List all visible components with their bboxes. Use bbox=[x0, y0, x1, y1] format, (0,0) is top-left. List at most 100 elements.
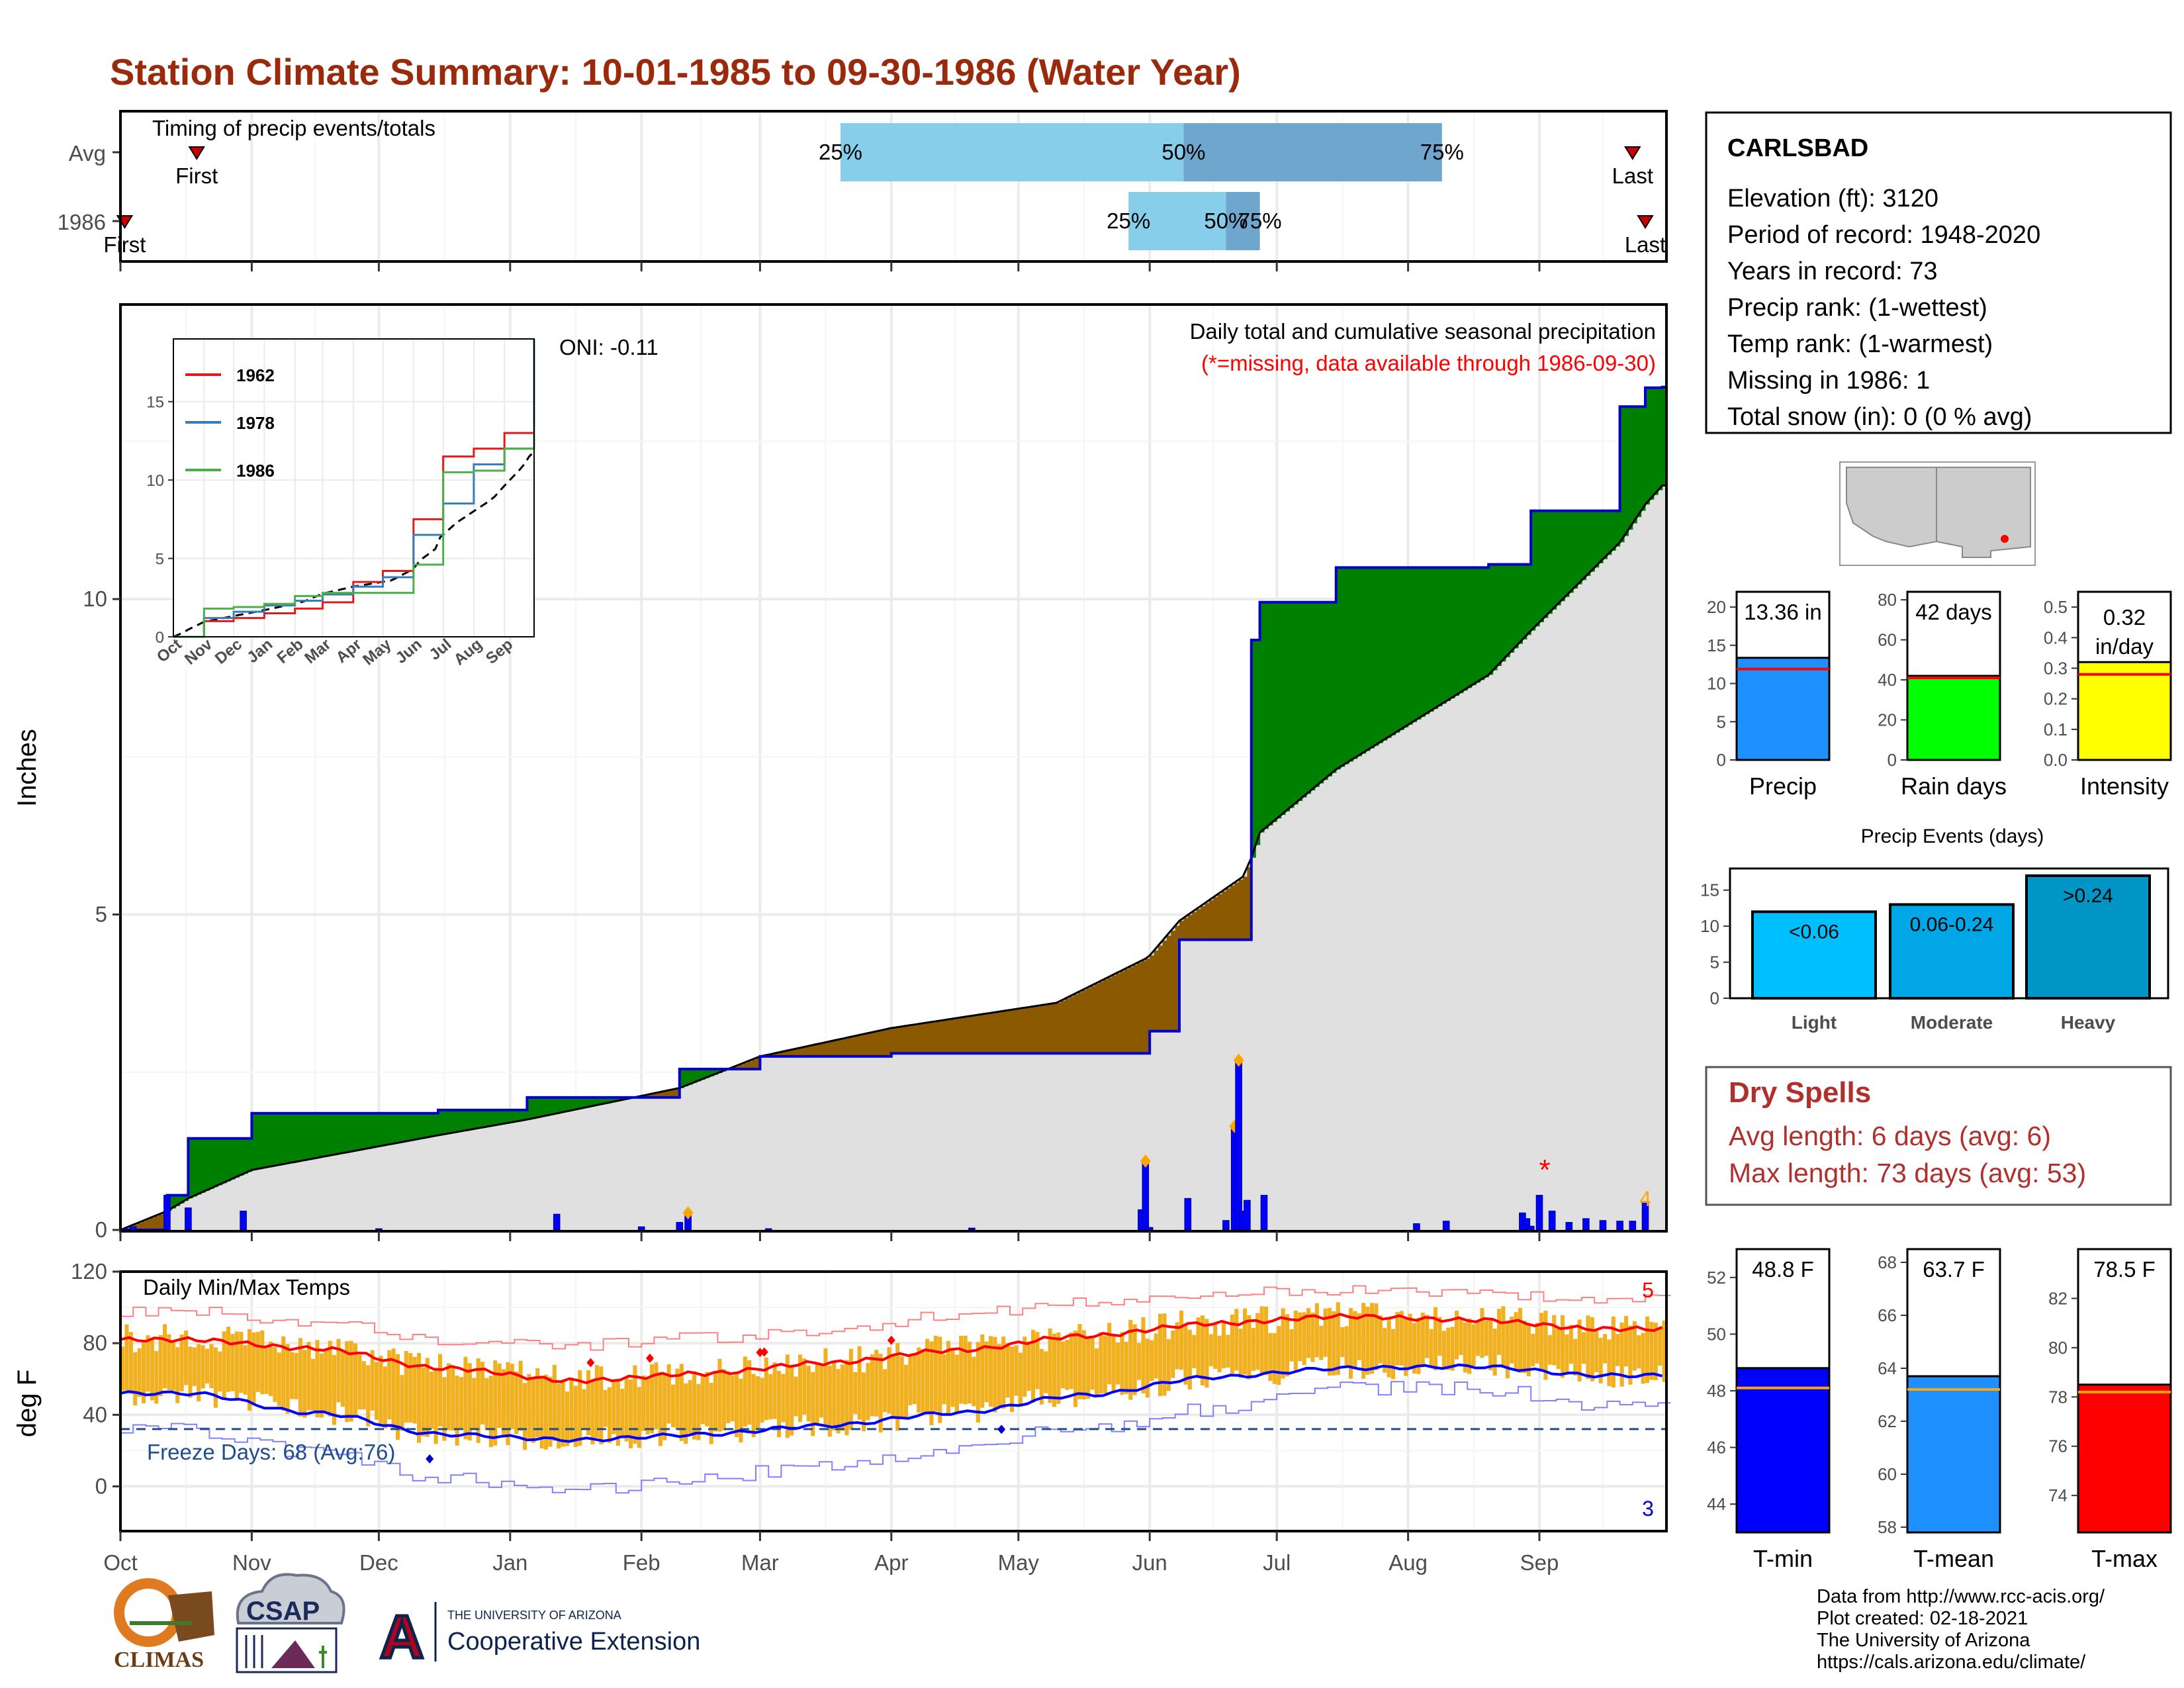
daily-temp-bar bbox=[412, 1356, 417, 1424]
temp-plot bbox=[120, 1285, 1671, 1494]
daily-temp-bar bbox=[1391, 1329, 1396, 1380]
daily-temp-bar bbox=[192, 1347, 197, 1386]
precip-departure-slice bbox=[1450, 567, 1455, 699]
daily-temp-bar bbox=[688, 1380, 692, 1434]
precip-departure-slice bbox=[1459, 567, 1464, 694]
daily-temp-bar bbox=[629, 1379, 633, 1448]
daily-temp-bar bbox=[1420, 1312, 1425, 1368]
daily-temp-bar bbox=[1226, 1335, 1230, 1368]
month-label-dec: Dec bbox=[359, 1550, 398, 1575]
precip-departure-slice bbox=[239, 1138, 244, 1176]
precip-departure-slice bbox=[544, 1097, 549, 1116]
daily-temp-bar bbox=[324, 1349, 328, 1414]
precip-departure-slice bbox=[1179, 921, 1184, 940]
daily-temp-bar bbox=[1573, 1338, 1578, 1376]
temp-t-min-tick-label: 44 bbox=[1707, 1494, 1726, 1514]
daily-temp-bar bbox=[531, 1378, 535, 1443]
daily-temp-bar bbox=[1603, 1334, 1608, 1364]
record-precip-marker-icon bbox=[682, 1206, 694, 1220]
inset-y-tick-label: 15 bbox=[146, 394, 164, 412]
daily-precip-bar bbox=[676, 1222, 684, 1231]
precip-departure-slice bbox=[650, 1094, 655, 1098]
daily-temp-bar bbox=[319, 1353, 324, 1418]
month-label-aug: Aug bbox=[1388, 1550, 1428, 1575]
daily-precip-bar bbox=[1260, 1195, 1268, 1231]
precip-departure-slice bbox=[857, 1035, 862, 1056]
precip-departure-slice bbox=[400, 1113, 405, 1143]
precip-departure-slice bbox=[942, 1020, 947, 1054]
daily-temp-bar bbox=[1201, 1315, 1205, 1385]
precip-departure-slice bbox=[391, 1113, 396, 1145]
daily-temp-bar bbox=[1399, 1311, 1404, 1366]
daily-temp-bar bbox=[1205, 1319, 1209, 1388]
daily-temp-bar bbox=[921, 1349, 925, 1413]
dry-spells-avg-line: Avg length: 6 days (avg: 6) bbox=[1729, 1121, 2051, 1151]
summary-rain-days-value-text: 42 days bbox=[1915, 600, 1992, 624]
daily-temp-bar bbox=[544, 1374, 549, 1450]
daily-temp-bar bbox=[942, 1354, 946, 1405]
climas-map-icon bbox=[168, 1591, 214, 1642]
precip-departure-slice bbox=[968, 1016, 972, 1054]
daily-temp-bar bbox=[1183, 1325, 1188, 1385]
daily-temp-bar bbox=[1179, 1311, 1184, 1370]
daily-temp-bar bbox=[1510, 1317, 1514, 1364]
daily-temp-bar bbox=[1357, 1313, 1361, 1360]
daily-temp-bar bbox=[1314, 1303, 1319, 1358]
daily-temp-bar bbox=[1162, 1313, 1167, 1396]
daily-temp-bar bbox=[1450, 1327, 1455, 1371]
precip-departure-slice bbox=[1128, 966, 1134, 1054]
daily-temp-bar bbox=[213, 1347, 218, 1408]
legend-label-1986: 1986 bbox=[236, 461, 275, 481]
precip-departure-slice bbox=[531, 1097, 536, 1119]
precip-departure-slice bbox=[197, 1138, 202, 1195]
locator-map bbox=[1839, 461, 2036, 566]
precip-departure-slice bbox=[425, 1113, 430, 1138]
daily-precip-bar bbox=[185, 1207, 192, 1231]
daily-temp-bar bbox=[1099, 1332, 1103, 1394]
daily-temp-bar bbox=[1090, 1336, 1095, 1390]
daily-temp-bar bbox=[218, 1351, 222, 1392]
daily-temp-bar bbox=[1048, 1328, 1052, 1403]
precip-departure-slice bbox=[806, 1046, 811, 1056]
precip-departure-slice bbox=[218, 1138, 223, 1186]
daily-temp-bar bbox=[1026, 1341, 1031, 1391]
timing-first-label: First bbox=[103, 232, 146, 257]
precip-departure-slice bbox=[1001, 1011, 1007, 1054]
precip-departure-slice bbox=[1010, 1009, 1015, 1054]
precip-departure-slice bbox=[1247, 867, 1252, 940]
daily-temp-bar bbox=[400, 1375, 404, 1431]
precip-departure-slice bbox=[421, 1113, 426, 1139]
missing-day-marker: * bbox=[1539, 1154, 1550, 1186]
daily-temp-bar bbox=[201, 1345, 205, 1389]
precip-departure-slice bbox=[340, 1113, 345, 1154]
precip-departure-slice bbox=[1171, 931, 1176, 1031]
precip-departure-slice bbox=[1056, 1002, 1062, 1054]
daily-precip-bar bbox=[1146, 1227, 1154, 1231]
daily-temp-bar bbox=[336, 1338, 341, 1403]
daily-temp-bar bbox=[1060, 1341, 1065, 1389]
climas-logo: CLIMAS bbox=[114, 1578, 214, 1672]
temp-t-min-label: T-min bbox=[1753, 1545, 1813, 1572]
daily-temp-bar bbox=[209, 1344, 214, 1388]
precip-events-bar-label: Heavy bbox=[2061, 1012, 2116, 1033]
daily-temp-bar bbox=[968, 1341, 972, 1404]
summary-rain-days-tick-label: 0 bbox=[1888, 750, 1897, 770]
daily-temp-bar bbox=[480, 1362, 485, 1425]
daily-temp-bar bbox=[332, 1355, 337, 1425]
daily-temp-bar bbox=[565, 1391, 570, 1446]
daily-temp-bar bbox=[929, 1341, 934, 1426]
daily-temp-bar bbox=[1383, 1328, 1387, 1373]
temperature-bar-charts: 44 46 48 50 52 48.8 F T-min 58 60 62 64 66 68 63.7 F T… bbox=[1707, 1248, 2172, 1572]
precip-panel: 0 5 10 Inches Daily total and cumulative s… bbox=[13, 303, 1668, 1242]
precip-departure-slice bbox=[205, 1138, 210, 1191]
precip-departure-slice bbox=[1586, 510, 1591, 577]
daily-temp-bar bbox=[404, 1350, 408, 1423]
precip-departure-slice bbox=[1217, 894, 1222, 940]
daily-temp-bar bbox=[1408, 1313, 1412, 1368]
precip-departure-slice bbox=[294, 1113, 299, 1162]
precip-departure-slice bbox=[1370, 567, 1375, 749]
temp-t-min-tick-label: 52 bbox=[1707, 1268, 1726, 1288]
precip-departure-slice bbox=[1336, 567, 1341, 770]
timing-frame bbox=[119, 110, 1668, 263]
precip-events-bar-moderate bbox=[1889, 903, 2015, 1000]
